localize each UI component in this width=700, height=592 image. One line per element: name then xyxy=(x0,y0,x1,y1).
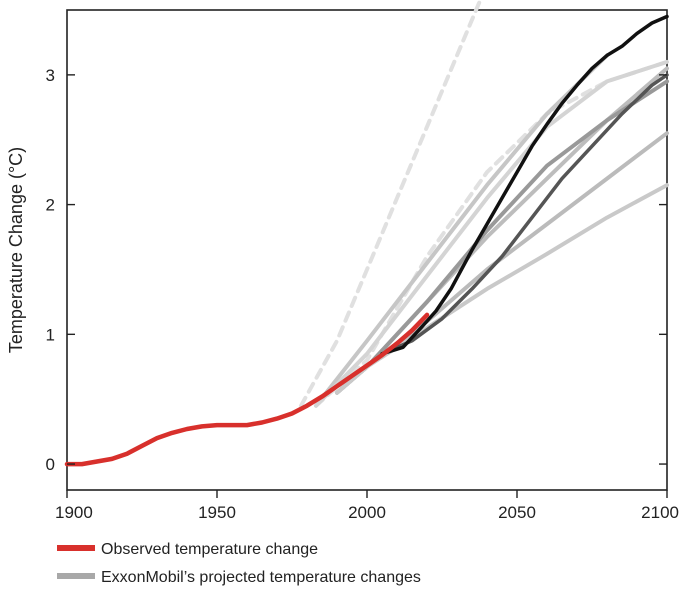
y-tick-label: 2 xyxy=(46,196,55,215)
x-tick-label: 2000 xyxy=(348,503,386,522)
x-tick-label: 1950 xyxy=(198,503,236,522)
series-line-3 xyxy=(314,59,669,408)
x-tick-label: 2050 xyxy=(498,503,536,522)
y-tick-label: 1 xyxy=(46,325,55,344)
x-tick-label: 2100 xyxy=(641,503,679,522)
y-tick-label: 3 xyxy=(46,66,55,85)
series-line-0 xyxy=(299,0,483,408)
tick-layer: 1900 1950 2000 2050 2100 0 1 2 3 xyxy=(46,66,679,522)
series-line-1 xyxy=(314,59,669,408)
series-line-9 xyxy=(380,14,669,356)
series-line-2 xyxy=(314,53,609,408)
x-tick-label: 1900 xyxy=(55,503,93,522)
legend-observed-label: Observed temperature change xyxy=(101,541,318,558)
legend: Observed temperature change ExxonMobil’s… xyxy=(57,541,421,586)
series-line-5 xyxy=(335,79,669,395)
legend-projected-label: ExxonMobil’s projected temperature chang… xyxy=(101,569,421,586)
series-line-8 xyxy=(380,73,669,356)
y-tick-label: 0 xyxy=(46,455,55,474)
series-layer xyxy=(64,0,669,467)
y-axis-title: Temperature Change (°C) xyxy=(6,147,26,353)
series-line-10 xyxy=(64,312,430,467)
